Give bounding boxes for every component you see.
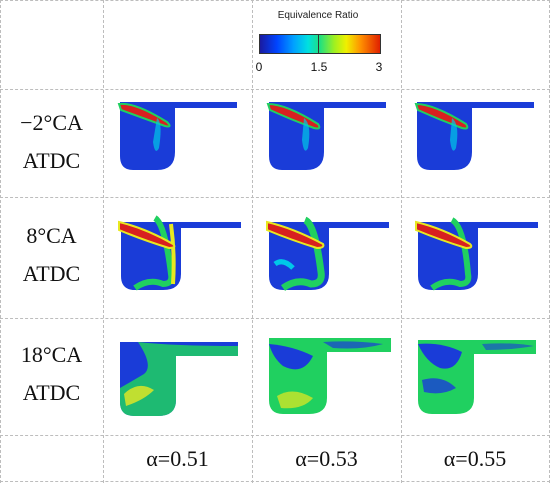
row-label-ref: ATDC bbox=[22, 261, 81, 287]
row-label-time: 8°CA bbox=[26, 223, 77, 248]
colorbar-marker bbox=[318, 34, 319, 54]
column-label-1: α=0.51 bbox=[146, 446, 209, 471]
contour-plot-r1c1 bbox=[115, 102, 237, 170]
legend-title: Equivalence Ratio bbox=[277, 10, 359, 21]
row-label-ref: ATDC bbox=[22, 148, 81, 174]
legend-tick-0: 0 bbox=[255, 60, 263, 74]
contour-plot-r1c3 bbox=[412, 102, 534, 170]
row-label-time: −2°CA bbox=[20, 110, 83, 135]
column-label-2: α=0.53 bbox=[295, 446, 358, 471]
colorbar bbox=[259, 34, 381, 54]
column-label-3: α=0.55 bbox=[443, 446, 507, 471]
contour-plot-r3c2 bbox=[263, 338, 391, 414]
contour-plot-r2c3 bbox=[412, 217, 538, 291]
row-label-ref: ATDC bbox=[22, 380, 81, 406]
contour-plot-r2c1 bbox=[115, 215, 241, 291]
row-label-2: 8°CA ATDC bbox=[0, 223, 103, 288]
contour-plot-r3c1 bbox=[114, 342, 238, 416]
row-label-time: 18°CA bbox=[20, 342, 83, 367]
legend-tick-2: 3 bbox=[375, 60, 383, 74]
row-label-3: 18°CA ATDC bbox=[0, 342, 103, 407]
contour-plot-r3c3 bbox=[412, 340, 536, 414]
row-label-1: −2°CA ATDC bbox=[0, 110, 103, 175]
contour-plot-r2c2 bbox=[263, 216, 389, 291]
contour-plot-r1c2 bbox=[264, 102, 386, 170]
legend-tick-1: 1.5 bbox=[310, 60, 328, 74]
